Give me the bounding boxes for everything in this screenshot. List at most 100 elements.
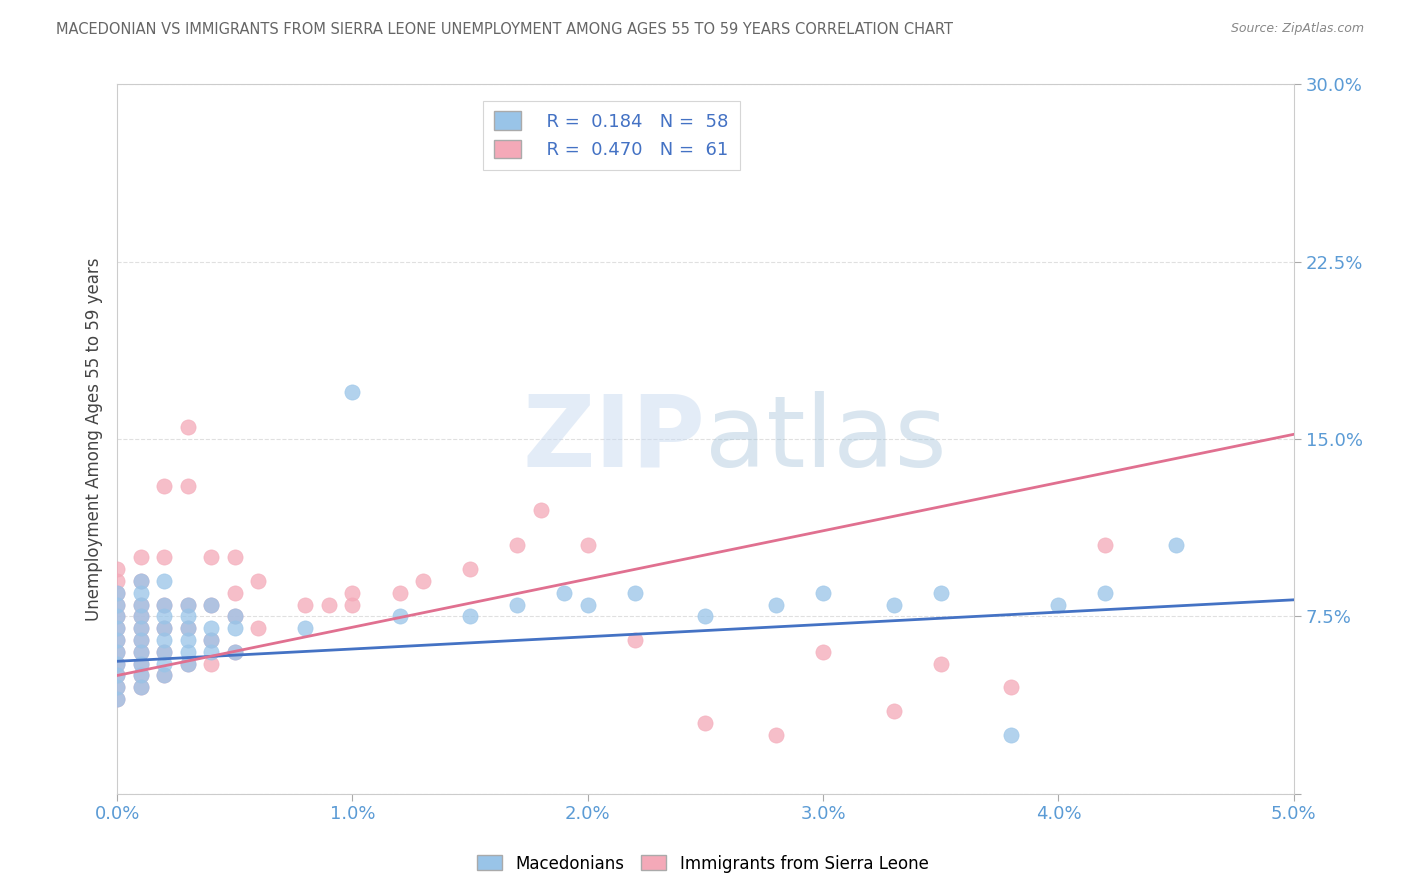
Legend: Macedonians, Immigrants from Sierra Leone: Macedonians, Immigrants from Sierra Leon… bbox=[471, 848, 935, 880]
Point bbox=[153, 598, 176, 612]
Point bbox=[177, 657, 200, 671]
Point bbox=[177, 621, 200, 635]
Point bbox=[129, 657, 152, 671]
Point bbox=[342, 598, 364, 612]
Point bbox=[105, 645, 128, 659]
Point bbox=[506, 538, 529, 552]
Y-axis label: Unemployment Among Ages 55 to 59 years: Unemployment Among Ages 55 to 59 years bbox=[86, 257, 103, 621]
Point bbox=[200, 550, 222, 565]
Point bbox=[765, 598, 787, 612]
Point bbox=[576, 598, 599, 612]
Point bbox=[129, 645, 152, 659]
Point bbox=[200, 598, 222, 612]
Point bbox=[177, 598, 200, 612]
Point bbox=[153, 598, 176, 612]
Text: atlas: atlas bbox=[706, 391, 948, 488]
Point bbox=[153, 645, 176, 659]
Point bbox=[177, 479, 200, 493]
Point bbox=[153, 550, 176, 565]
Point bbox=[105, 657, 128, 671]
Point bbox=[177, 621, 200, 635]
Point bbox=[177, 657, 200, 671]
Point bbox=[224, 645, 246, 659]
Point bbox=[624, 585, 647, 599]
Point bbox=[153, 479, 176, 493]
Point bbox=[224, 609, 246, 624]
Point bbox=[294, 598, 316, 612]
Point bbox=[576, 538, 599, 552]
Point bbox=[224, 585, 246, 599]
Point bbox=[129, 632, 152, 647]
Point bbox=[1164, 538, 1187, 552]
Point bbox=[177, 598, 200, 612]
Point bbox=[153, 632, 176, 647]
Point bbox=[1094, 538, 1116, 552]
Point bbox=[105, 609, 128, 624]
Point bbox=[105, 632, 128, 647]
Point bbox=[105, 562, 128, 576]
Point bbox=[153, 621, 176, 635]
Point bbox=[294, 621, 316, 635]
Point bbox=[105, 681, 128, 695]
Point bbox=[129, 609, 152, 624]
Point bbox=[105, 645, 128, 659]
Point bbox=[553, 585, 575, 599]
Point bbox=[153, 668, 176, 682]
Point bbox=[129, 550, 152, 565]
Point bbox=[177, 632, 200, 647]
Point bbox=[224, 645, 246, 659]
Text: MACEDONIAN VS IMMIGRANTS FROM SIERRA LEONE UNEMPLOYMENT AMONG AGES 55 TO 59 YEAR: MACEDONIAN VS IMMIGRANTS FROM SIERRA LEO… bbox=[56, 22, 953, 37]
Point bbox=[129, 668, 152, 682]
Point bbox=[1000, 681, 1022, 695]
Point bbox=[506, 598, 529, 612]
Point bbox=[105, 598, 128, 612]
Point bbox=[129, 668, 152, 682]
Point bbox=[224, 550, 246, 565]
Point bbox=[153, 621, 176, 635]
Point bbox=[388, 609, 411, 624]
Point bbox=[224, 621, 246, 635]
Point bbox=[200, 632, 222, 647]
Point bbox=[129, 621, 152, 635]
Point bbox=[129, 681, 152, 695]
Point bbox=[105, 598, 128, 612]
Point bbox=[247, 574, 270, 588]
Text: ZIP: ZIP bbox=[523, 391, 706, 488]
Point bbox=[177, 609, 200, 624]
Point bbox=[388, 585, 411, 599]
Point bbox=[105, 621, 128, 635]
Point bbox=[129, 598, 152, 612]
Point bbox=[811, 585, 834, 599]
Point bbox=[458, 562, 481, 576]
Point bbox=[200, 621, 222, 635]
Point bbox=[105, 657, 128, 671]
Point bbox=[105, 668, 128, 682]
Point bbox=[200, 657, 222, 671]
Point bbox=[105, 681, 128, 695]
Point bbox=[129, 585, 152, 599]
Point bbox=[129, 645, 152, 659]
Point bbox=[129, 574, 152, 588]
Point bbox=[105, 574, 128, 588]
Point bbox=[105, 585, 128, 599]
Point bbox=[224, 609, 246, 624]
Point bbox=[1047, 598, 1070, 612]
Point bbox=[105, 692, 128, 706]
Point bbox=[105, 668, 128, 682]
Point bbox=[177, 420, 200, 434]
Point bbox=[105, 621, 128, 635]
Point bbox=[153, 668, 176, 682]
Point bbox=[129, 621, 152, 635]
Point bbox=[200, 645, 222, 659]
Point bbox=[929, 585, 952, 599]
Point bbox=[153, 645, 176, 659]
Point bbox=[129, 598, 152, 612]
Point bbox=[1000, 728, 1022, 742]
Point bbox=[695, 609, 717, 624]
Point bbox=[153, 574, 176, 588]
Point bbox=[1094, 585, 1116, 599]
Point bbox=[105, 632, 128, 647]
Text: Source: ZipAtlas.com: Source: ZipAtlas.com bbox=[1230, 22, 1364, 36]
Point bbox=[247, 621, 270, 635]
Point bbox=[129, 574, 152, 588]
